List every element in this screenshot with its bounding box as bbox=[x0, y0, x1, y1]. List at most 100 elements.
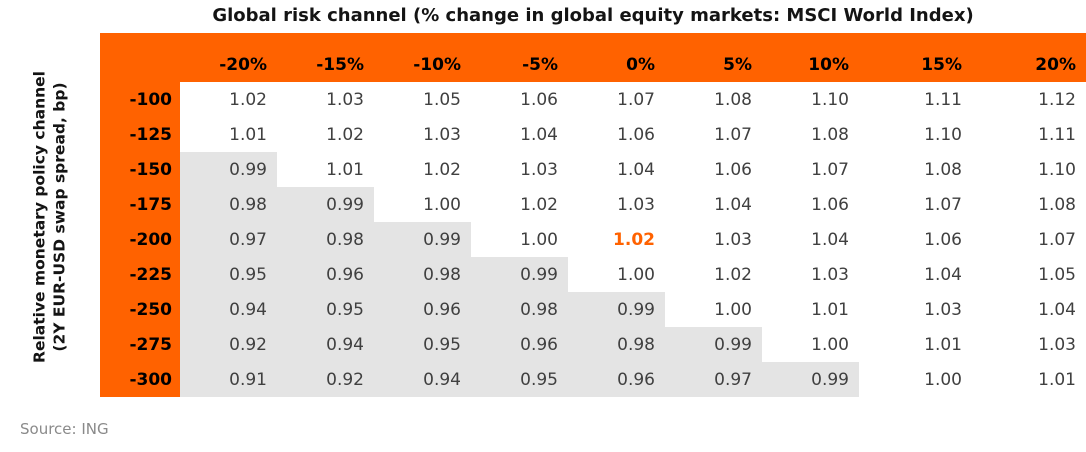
chart-title: Global risk channel (% change in global … bbox=[212, 5, 974, 26]
value-cell: 0.95 bbox=[180, 257, 277, 292]
table-row: -125 1.01 1.02 1.03 1.04 1.06 1.07 1.08 1.10 1.11 bbox=[100, 117, 1086, 152]
value-cell: 1.04 bbox=[859, 257, 972, 292]
table-row: -175 0.98 0.99 1.00 1.02 1.03 1.04 1.06 1.07 1.08 bbox=[100, 187, 1086, 222]
corner-cell bbox=[100, 33, 180, 82]
value-cell: 0.99 bbox=[277, 187, 374, 222]
value-cell: 0.99 bbox=[568, 292, 665, 327]
value-cell: 0.92 bbox=[180, 327, 277, 362]
value-cell: 1.11 bbox=[859, 82, 972, 117]
value-cell: 1.08 bbox=[859, 152, 972, 187]
column-header: 10% bbox=[762, 33, 859, 82]
y-axis-label-area: Relative monetary policy channel (2Y EUR… bbox=[0, 33, 100, 400]
y-axis-label-line2: (2Y EUR-USD swap spread, bp) bbox=[51, 81, 69, 352]
value-cell: 1.07 bbox=[665, 117, 762, 152]
column-header: -20% bbox=[180, 33, 277, 82]
value-cell: 0.96 bbox=[374, 292, 471, 327]
value-cell: 1.03 bbox=[762, 257, 859, 292]
value-cell: 0.98 bbox=[374, 257, 471, 292]
value-cell: 0.95 bbox=[277, 292, 374, 327]
value-cell: 1.03 bbox=[972, 327, 1086, 362]
value-cell: 1.00 bbox=[762, 327, 859, 362]
value-cell: 1.06 bbox=[471, 82, 568, 117]
value-cell: 1.02 bbox=[180, 82, 277, 117]
row-header: -225 bbox=[100, 257, 180, 292]
value-cell: 0.99 bbox=[471, 257, 568, 292]
value-cell: 0.98 bbox=[471, 292, 568, 327]
value-cell: 1.01 bbox=[277, 152, 374, 187]
table-row: -250 0.94 0.95 0.96 0.98 0.99 1.00 1.01 1.03 1.04 bbox=[100, 292, 1086, 327]
value-cell: 0.91 bbox=[180, 362, 277, 397]
value-cell: 0.96 bbox=[277, 257, 374, 292]
value-cell: 1.06 bbox=[665, 152, 762, 187]
value-cell: 0.99 bbox=[762, 362, 859, 397]
table-row: -100 1.02 1.03 1.05 1.06 1.07 1.08 1.10 1.11 1.12 bbox=[100, 82, 1086, 117]
value-cell: 0.94 bbox=[180, 292, 277, 327]
value-cell: 1.03 bbox=[471, 152, 568, 187]
value-cell: 1.04 bbox=[568, 152, 665, 187]
value-cell: 1.04 bbox=[762, 222, 859, 257]
value-cell: 1.08 bbox=[972, 187, 1086, 222]
table-row: -225 0.95 0.96 0.98 0.99 1.00 1.02 1.03 1.04 1.05 bbox=[100, 257, 1086, 292]
table-row: -150 0.99 1.01 1.02 1.03 1.04 1.06 1.07 1.08 1.10 bbox=[100, 152, 1086, 187]
value-cell: 1.00 bbox=[568, 257, 665, 292]
value-cell: 1.00 bbox=[859, 362, 972, 397]
row-header: -300 bbox=[100, 362, 180, 397]
value-cell: 1.05 bbox=[374, 82, 471, 117]
value-cell: 1.10 bbox=[859, 117, 972, 152]
value-cell: 0.99 bbox=[180, 152, 277, 187]
value-cell: 1.03 bbox=[374, 117, 471, 152]
y-axis-label: Relative monetary policy channel (2Y EUR… bbox=[30, 33, 71, 400]
value-cell: 0.98 bbox=[180, 187, 277, 222]
value-cell: 1.10 bbox=[762, 82, 859, 117]
value-cell: 1.03 bbox=[277, 82, 374, 117]
table-row: -275 0.92 0.94 0.95 0.96 0.98 0.99 1.00 1.01 1.03 bbox=[100, 327, 1086, 362]
value-cell: 0.92 bbox=[277, 362, 374, 397]
value-cell: 1.02 bbox=[568, 222, 665, 257]
row-header: -200 bbox=[100, 222, 180, 257]
value-cell: 1.03 bbox=[665, 222, 762, 257]
value-cell: 1.06 bbox=[568, 117, 665, 152]
value-cell: 1.05 bbox=[972, 257, 1086, 292]
row-header: -175 bbox=[100, 187, 180, 222]
column-header-row: -20% -15% -10% -5% 0% 5% 10% 15% 20% bbox=[100, 33, 1086, 82]
table-row: -200 0.97 0.98 0.99 1.00 1.02 1.03 1.04 1.06 1.07 bbox=[100, 222, 1086, 257]
value-cell: 0.94 bbox=[277, 327, 374, 362]
value-cell: 0.96 bbox=[568, 362, 665, 397]
value-cell: 0.97 bbox=[180, 222, 277, 257]
row-header: -250 bbox=[100, 292, 180, 327]
value-cell: 0.96 bbox=[471, 327, 568, 362]
value-cell: 1.00 bbox=[374, 187, 471, 222]
value-cell: 1.07 bbox=[972, 222, 1086, 257]
value-cell: 1.04 bbox=[972, 292, 1086, 327]
value-cell: 1.02 bbox=[665, 257, 762, 292]
value-cell: 1.03 bbox=[859, 292, 972, 327]
value-cell: 0.99 bbox=[665, 327, 762, 362]
value-cell: 1.02 bbox=[374, 152, 471, 187]
source-note: Source: ING bbox=[20, 420, 109, 438]
column-header: 0% bbox=[568, 33, 665, 82]
column-header: 5% bbox=[665, 33, 762, 82]
y-axis-label-line1: Relative monetary policy channel bbox=[30, 70, 49, 363]
value-cell: 1.07 bbox=[762, 152, 859, 187]
value-cell: 1.10 bbox=[972, 152, 1086, 187]
value-cell: 1.01 bbox=[972, 362, 1086, 397]
row-header: -275 bbox=[100, 327, 180, 362]
value-cell: 1.12 bbox=[972, 82, 1086, 117]
row-header: -125 bbox=[100, 117, 180, 152]
value-cell: 1.07 bbox=[568, 82, 665, 117]
value-cell: 1.01 bbox=[859, 327, 972, 362]
value-cell: 1.02 bbox=[471, 187, 568, 222]
value-cell: 1.03 bbox=[568, 187, 665, 222]
value-cell: 1.01 bbox=[180, 117, 277, 152]
column-header: -15% bbox=[277, 33, 374, 82]
value-cell: 1.04 bbox=[665, 187, 762, 222]
value-cell: 1.11 bbox=[972, 117, 1086, 152]
value-cell: 1.07 bbox=[859, 187, 972, 222]
column-header: -10% bbox=[374, 33, 471, 82]
value-cell: 1.06 bbox=[859, 222, 972, 257]
column-header: -5% bbox=[471, 33, 568, 82]
value-cell: 0.97 bbox=[665, 362, 762, 397]
value-cell: 1.00 bbox=[471, 222, 568, 257]
value-cell: 1.08 bbox=[665, 82, 762, 117]
